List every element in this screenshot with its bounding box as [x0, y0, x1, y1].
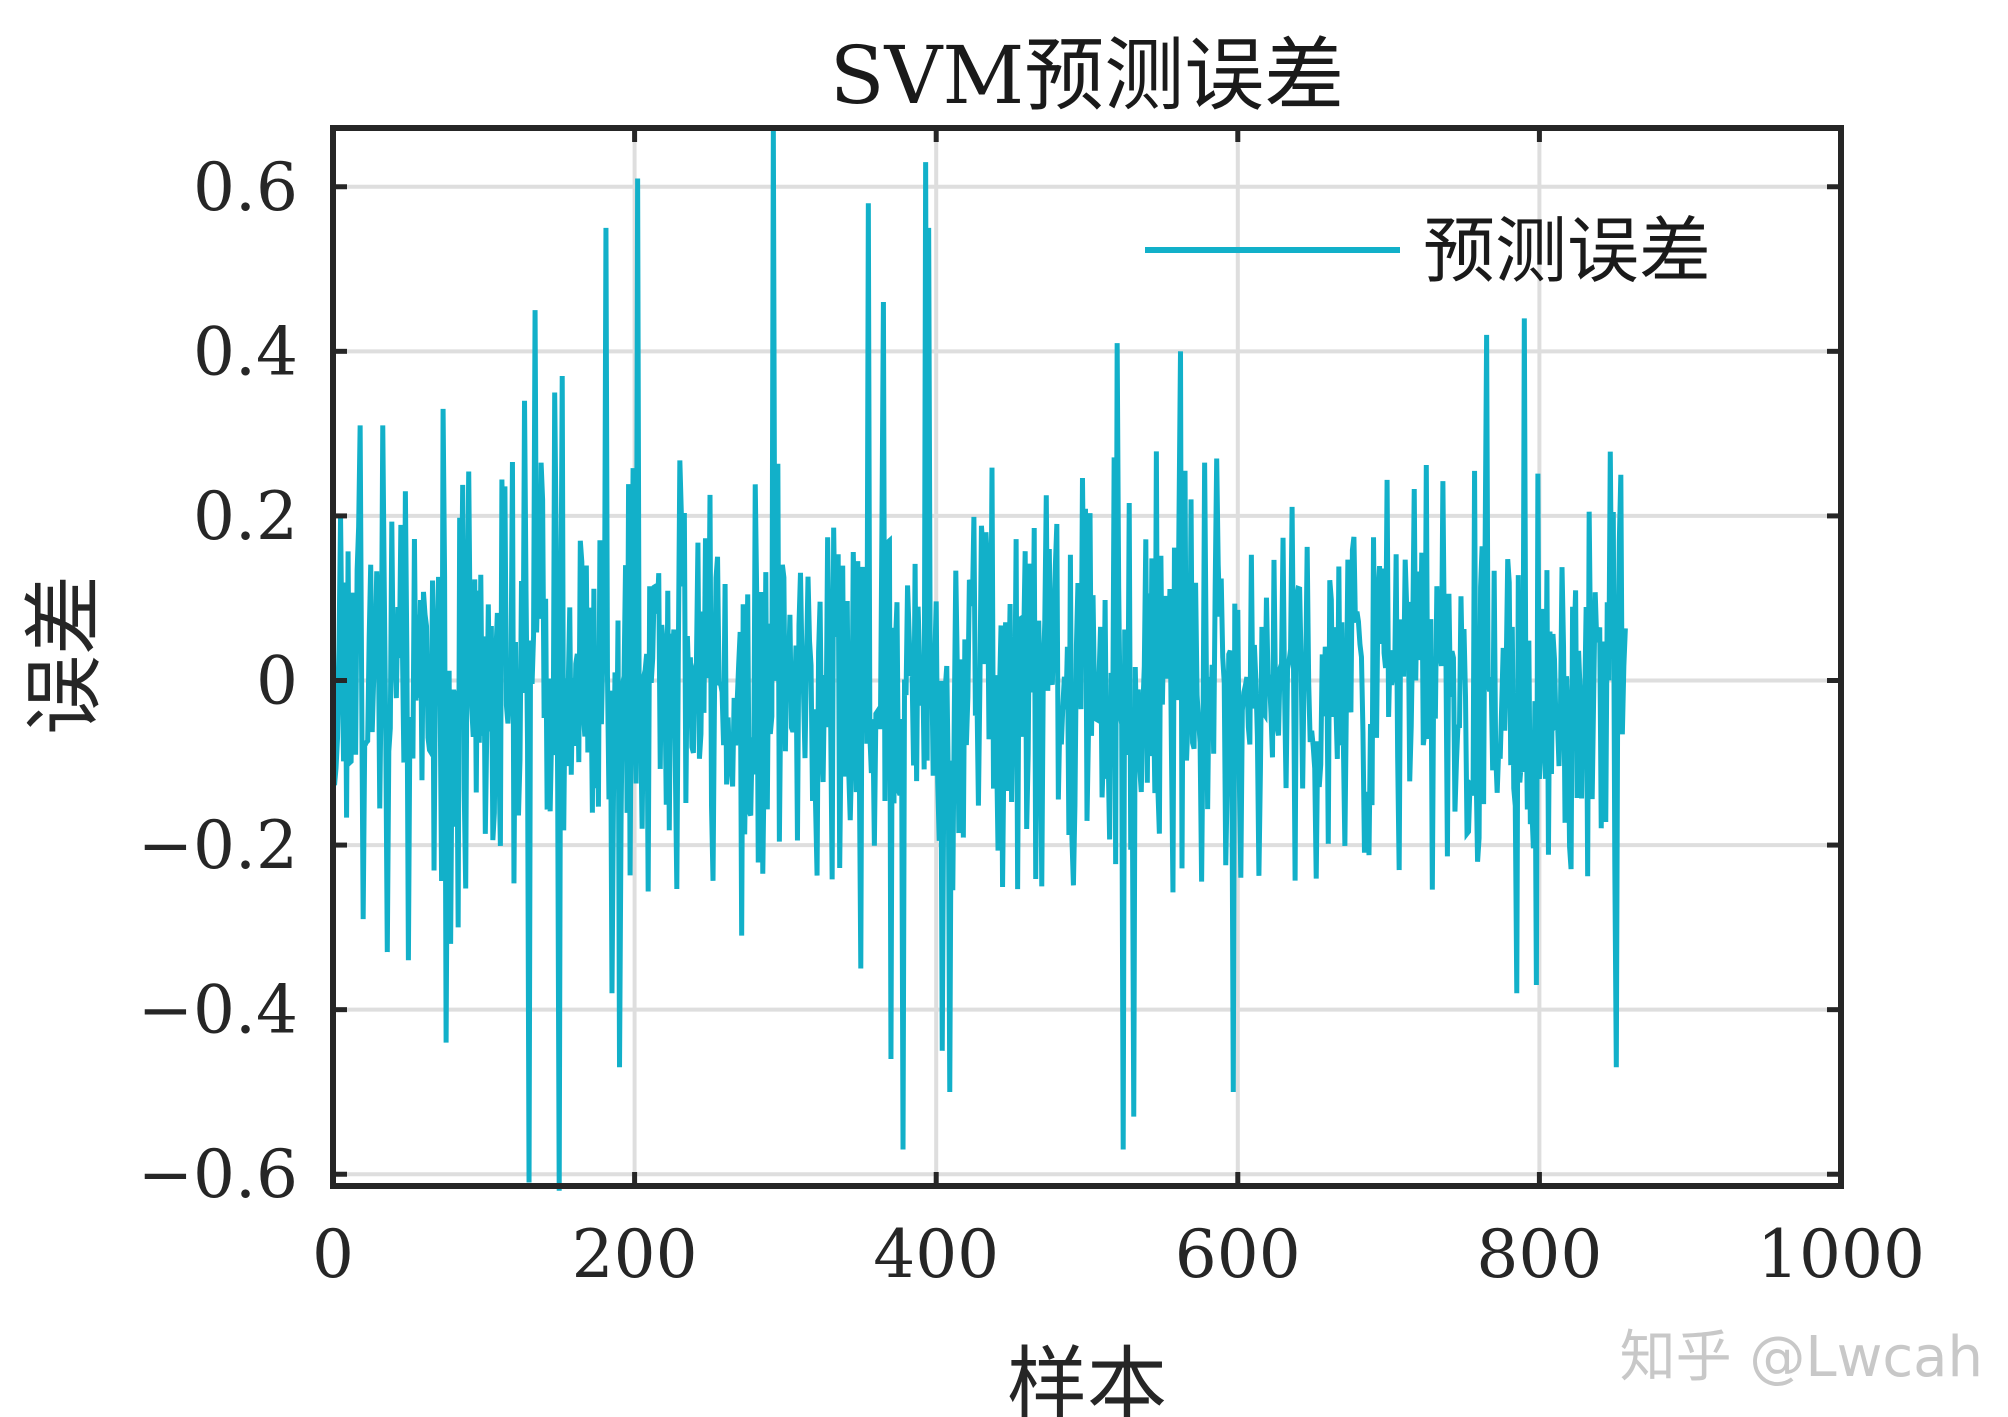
- y-tick-label: −0.4: [138, 972, 298, 1049]
- y-tick-label: 0.4: [193, 313, 298, 390]
- watermark: 知乎 @Lwcah: [1620, 1325, 1983, 1390]
- chart-title: SVM预测误差: [830, 29, 1345, 122]
- x-tick-label: 600: [1175, 1216, 1301, 1293]
- x-tick-label: 800: [1476, 1216, 1602, 1293]
- x-tick-label: 200: [572, 1216, 698, 1293]
- x-tick-label: 1000: [1757, 1216, 1925, 1293]
- axis-ticks: 0 200 400 600 800 1000 −0.6 −0.4 −0.2 0 0.2 0.4 0.6: [138, 128, 1925, 1293]
- series-line-预测误差: [330, 129, 1628, 1191]
- y-tick-label: 0.6: [193, 149, 298, 226]
- plot-frame: [330, 125, 1844, 1189]
- legend-label: 预测误差: [1423, 209, 1711, 293]
- y-tick-label: −0.6: [138, 1136, 298, 1213]
- y-tick-label: 0.2: [193, 478, 298, 555]
- y-tick-label: −0.2: [138, 807, 298, 884]
- x-axis-label: 样本: [1007, 1338, 1167, 1417]
- y-axis-label: 误差: [18, 575, 111, 735]
- x-tick-label: 0: [312, 1216, 354, 1293]
- plot-area: [330, 129, 1628, 1191]
- legend: 预测误差: [1145, 209, 1711, 293]
- y-tick-label: 0: [256, 642, 298, 719]
- x-tick-label: 400: [873, 1216, 999, 1293]
